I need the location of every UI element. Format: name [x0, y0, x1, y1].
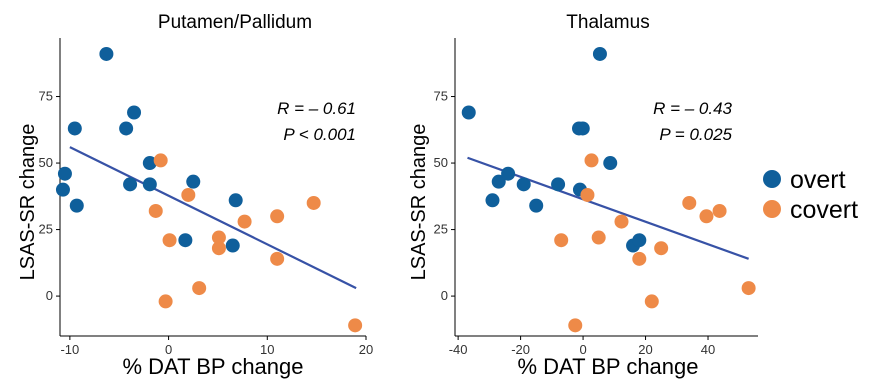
data-point-overt: [461, 105, 476, 120]
data-point-covert: [181, 187, 196, 202]
data-point-overt: [99, 46, 114, 61]
data-point-covert: [162, 233, 177, 248]
x-tick-label: 40: [701, 342, 715, 357]
data-point-overt: [142, 177, 157, 192]
stat-p: P < 0.001: [283, 125, 356, 144]
x-tick-label: 20: [359, 342, 373, 357]
stat-r: R = – 0.43: [653, 99, 732, 118]
x-tick-label: 20: [638, 342, 652, 357]
data-point-overt: [603, 156, 618, 171]
data-point-covert: [158, 294, 173, 309]
x-axis-label: % DAT BP change: [123, 354, 304, 379]
data-point-covert: [632, 251, 647, 266]
data-point-overt: [142, 156, 157, 171]
x-tick-label: 0: [579, 342, 586, 357]
x-tick-label: -20: [511, 342, 530, 357]
x-tick-label: 10: [260, 342, 274, 357]
panel-title: Thalamus: [566, 12, 649, 33]
data-point-overt: [178, 233, 193, 248]
data-point-covert: [644, 294, 659, 309]
stat-p: P = 0.025: [659, 125, 732, 144]
panel-thalamus: Thalamus LSAS-SR change % DAT BP change …: [408, 12, 758, 379]
legend-marker-covert: [763, 200, 781, 218]
data-point-overt: [575, 121, 590, 136]
regression-line: [69, 146, 357, 290]
data-point-overt: [228, 193, 243, 208]
data-point-covert: [153, 153, 168, 168]
data-point-overt: [69, 198, 84, 213]
data-point-covert: [306, 195, 321, 210]
y-axis-label: LSAS-SR change: [408, 124, 430, 281]
data-point-covert: [699, 209, 714, 224]
y-tick-label: 0: [46, 288, 53, 303]
data-point-covert: [348, 318, 363, 333]
panel-title: Putamen/Pallidum: [158, 12, 312, 33]
data-point-covert: [682, 195, 697, 210]
legend-label-overt: overt: [790, 166, 846, 194]
data-point-overt: [55, 182, 70, 197]
x-tick-label: -40: [449, 342, 468, 357]
data-point-overt: [529, 198, 544, 213]
data-point-overt: [592, 46, 607, 61]
legend: overt covert: [763, 166, 858, 224]
data-point-covert: [192, 281, 207, 296]
data-point-covert: [614, 214, 629, 229]
data-point-covert: [270, 251, 285, 266]
x-axis-label: % DAT BP change: [518, 354, 699, 379]
x-tick-label: -10: [60, 342, 79, 357]
data-point-covert: [591, 230, 606, 245]
data-point-covert: [584, 153, 599, 168]
data-point-covert: [568, 318, 583, 333]
y-tick-label: 50: [434, 155, 448, 170]
data-point-overt: [225, 238, 240, 253]
y-tick-label: 25: [39, 222, 53, 237]
y-tick-label: 25: [434, 222, 448, 237]
data-point-overt: [516, 177, 531, 192]
legend-label-covert: covert: [790, 196, 858, 224]
data-point-overt: [186, 174, 201, 189]
y-tick-label: 0: [441, 288, 448, 303]
y-axis-label: LSAS-SR change: [17, 124, 39, 281]
data-point-covert: [712, 203, 727, 218]
y-tick-label: 75: [434, 89, 448, 104]
y-tick-label: 75: [39, 89, 53, 104]
data-point-covert: [554, 233, 569, 248]
data-point-overt: [67, 121, 82, 136]
data-point-overt: [491, 174, 506, 189]
data-point-overt: [127, 105, 142, 120]
x-tick-label: 0: [165, 342, 172, 357]
data-point-covert: [148, 203, 163, 218]
panel-putamen-pallidum: Putamen/Pallidum LSAS-SR change % DAT BP…: [17, 12, 373, 379]
data-point-overt: [501, 166, 516, 181]
data-point-covert: [741, 281, 756, 296]
stat-r: R = – 0.61: [277, 99, 356, 118]
data-point-covert: [237, 214, 252, 229]
data-point-overt: [119, 121, 134, 136]
data-point-covert: [580, 187, 595, 202]
data-point-overt: [632, 233, 647, 248]
data-point-overt: [57, 166, 72, 181]
data-point-covert: [270, 209, 285, 224]
y-tick-label: 50: [39, 155, 53, 170]
data-point-overt: [485, 193, 500, 208]
data-point-overt: [551, 177, 566, 192]
data-point-covert: [211, 230, 226, 245]
data-point-overt: [123, 177, 138, 192]
data-point-covert: [654, 241, 669, 256]
legend-marker-overt: [763, 170, 781, 188]
data-point-covert: [211, 241, 226, 256]
